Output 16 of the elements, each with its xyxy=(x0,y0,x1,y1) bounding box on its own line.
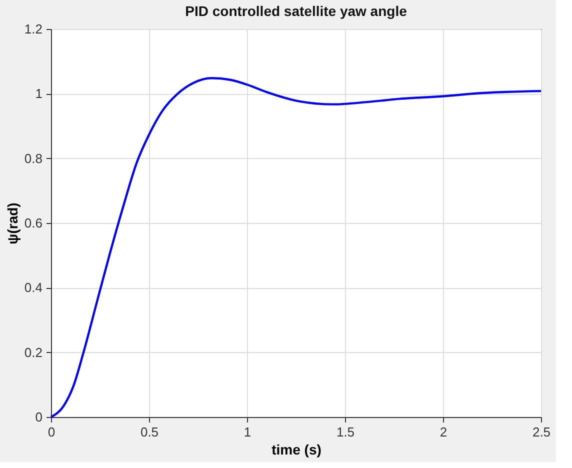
y-tick-label: 0.4 xyxy=(24,280,42,296)
y-tick-label: 0.8 xyxy=(24,150,42,166)
y-tick-label: 0 xyxy=(35,410,42,424)
x-tick-label: 1.5 xyxy=(336,424,355,440)
x-tick-label: 1 xyxy=(244,424,252,440)
y-tick-label: 1 xyxy=(35,86,42,102)
x-tick-label: 0.5 xyxy=(140,424,159,440)
x-tick-label: 0 xyxy=(48,424,56,440)
x-tick-label: 2 xyxy=(440,424,448,440)
y-axis-title: ψ(rad) xyxy=(4,202,20,244)
y-tick-label: 0.6 xyxy=(24,216,42,230)
y-tick-label: 1.2 xyxy=(24,22,42,36)
chart-title: PID controlled satellite yaw angle xyxy=(185,3,408,19)
x-tick-label: 2.5 xyxy=(532,424,551,440)
y-tick-label: 0.2 xyxy=(24,344,42,360)
x-axis-title: time (s) xyxy=(272,442,322,458)
